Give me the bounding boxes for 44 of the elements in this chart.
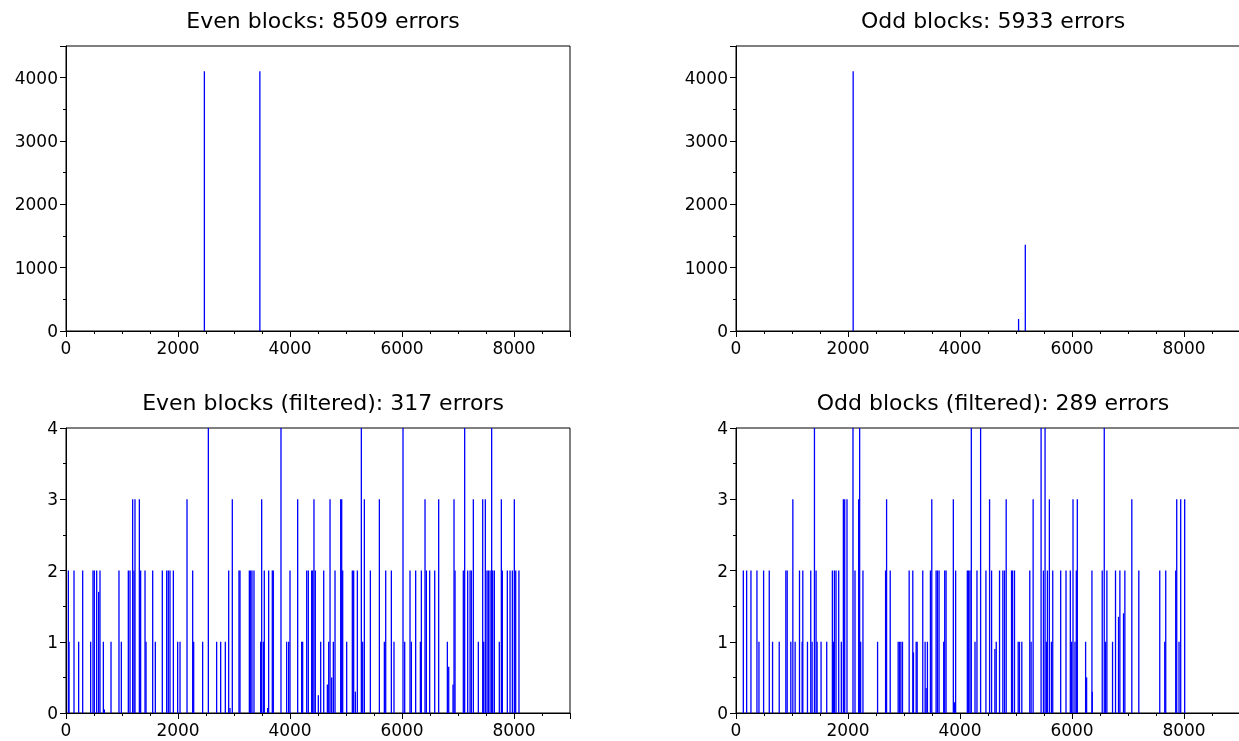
y-tick-label: 3: [717, 489, 728, 510]
y-tick-label: 2: [47, 560, 58, 581]
y-tick-label: 0: [717, 703, 728, 723]
x-tick-label: 8000: [1162, 337, 1206, 358]
x-tick-label: 6000: [1050, 337, 1094, 358]
x-tick-label: 4000: [268, 719, 312, 740]
y-tick-label: 4: [47, 418, 58, 438]
x-tick-label: 8000: [492, 337, 536, 358]
y-tick-label: 1: [47, 631, 58, 652]
y-tick-label: 4: [717, 418, 728, 438]
y-tick-label: 1: [717, 631, 728, 652]
x-tick-label: 4000: [938, 337, 982, 358]
y-tick-label: 1000: [684, 257, 728, 278]
y-tick-label: 2: [717, 560, 728, 581]
y-tick-label: 2000: [684, 194, 728, 215]
y-tick-label: 2000: [14, 194, 58, 215]
x-tick-label: 8000: [492, 719, 536, 740]
y-tick-label: 0: [47, 703, 58, 723]
y-tick-label: 0: [47, 321, 58, 341]
y-tick-label: 4000: [684, 67, 728, 88]
x-tick-label: 2000: [156, 337, 200, 358]
y-tick-label: 3000: [14, 131, 58, 151]
y-tick-label: 3000: [684, 131, 728, 151]
x-tick-label: 6000: [380, 719, 424, 740]
x-tick-label: 2000: [826, 719, 870, 740]
x-tick-label: 8000: [1162, 719, 1206, 740]
x-tick-label: 0: [730, 337, 742, 358]
y-tick-label: 0: [717, 321, 728, 341]
x-tick-label: 0: [60, 719, 72, 740]
y-tick-label: 1000: [14, 257, 58, 278]
chart-title: Even blocks: 8509 errors: [186, 7, 460, 33]
x-tick-label: 0: [60, 337, 72, 358]
chart-title: Even blocks (filtered): 317 errors: [142, 389, 504, 415]
x-tick-label: 2000: [156, 719, 200, 740]
chart-title: Odd blocks: 5933 errors: [860, 7, 1126, 33]
x-tick-label: 0: [730, 719, 742, 740]
chart-title: Odd blocks (filtered): 289 errors: [816, 389, 1170, 415]
y-tick-label: 3: [47, 489, 58, 510]
x-tick-label: 6000: [1050, 719, 1094, 740]
x-tick-label: 4000: [938, 719, 982, 740]
x-tick-label: 6000: [380, 337, 424, 358]
x-tick-label: 2000: [826, 337, 870, 358]
x-tick-label: 4000: [268, 337, 312, 358]
y-tick-label: 4000: [14, 67, 58, 88]
